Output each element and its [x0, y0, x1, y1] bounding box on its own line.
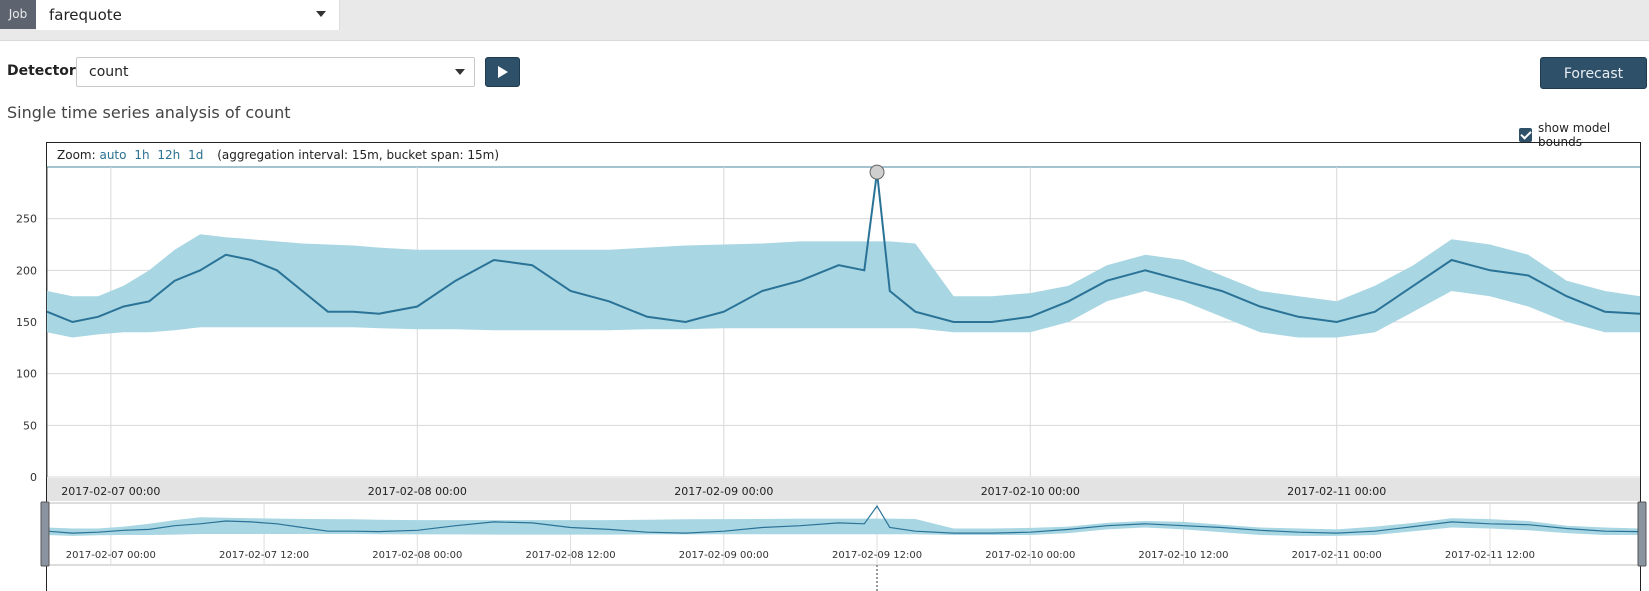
page-title: Single time series analysis of count	[7, 103, 291, 122]
job-bar: Job farequote	[0, 0, 1649, 41]
zoom-option-auto[interactable]: auto	[99, 148, 127, 162]
y-tick-label: 0	[30, 471, 37, 484]
y-tick-label: 100	[16, 368, 37, 381]
job-select-value: farequote	[49, 6, 122, 24]
play-icon	[498, 66, 508, 78]
aggregation-info: (aggregation interval: 15m, bucket span:…	[217, 148, 500, 162]
chevron-down-icon	[316, 11, 326, 17]
y-tick-label: 250	[16, 213, 37, 226]
zoom-bar: Zoom: auto 1h 12h 1d (aggregation interv…	[57, 148, 499, 162]
y-tick-label: 200	[16, 264, 37, 277]
job-select[interactable]: farequote	[36, 0, 340, 30]
detector-select-value: count	[89, 64, 129, 80]
zoom-option-1d[interactable]: 1d	[188, 148, 204, 162]
apply-detector-button[interactable]	[485, 57, 520, 87]
y-tick-label: 50	[23, 419, 37, 432]
zoom-option-1h[interactable]: 1h	[134, 148, 150, 162]
zoom-label: Zoom:	[57, 148, 96, 162]
detector-select[interactable]: count	[76, 57, 475, 87]
chart-frame	[46, 142, 1641, 591]
chevron-down-icon	[455, 69, 465, 75]
zoom-option-12h[interactable]: 12h	[157, 148, 181, 162]
checkbox-checked-icon[interactable]	[1519, 128, 1532, 142]
forecast-button[interactable]: Forecast	[1540, 57, 1647, 89]
detector-label: Detector:	[7, 63, 82, 79]
y-tick-label: 150	[16, 316, 37, 329]
job-label: Job	[0, 0, 36, 29]
